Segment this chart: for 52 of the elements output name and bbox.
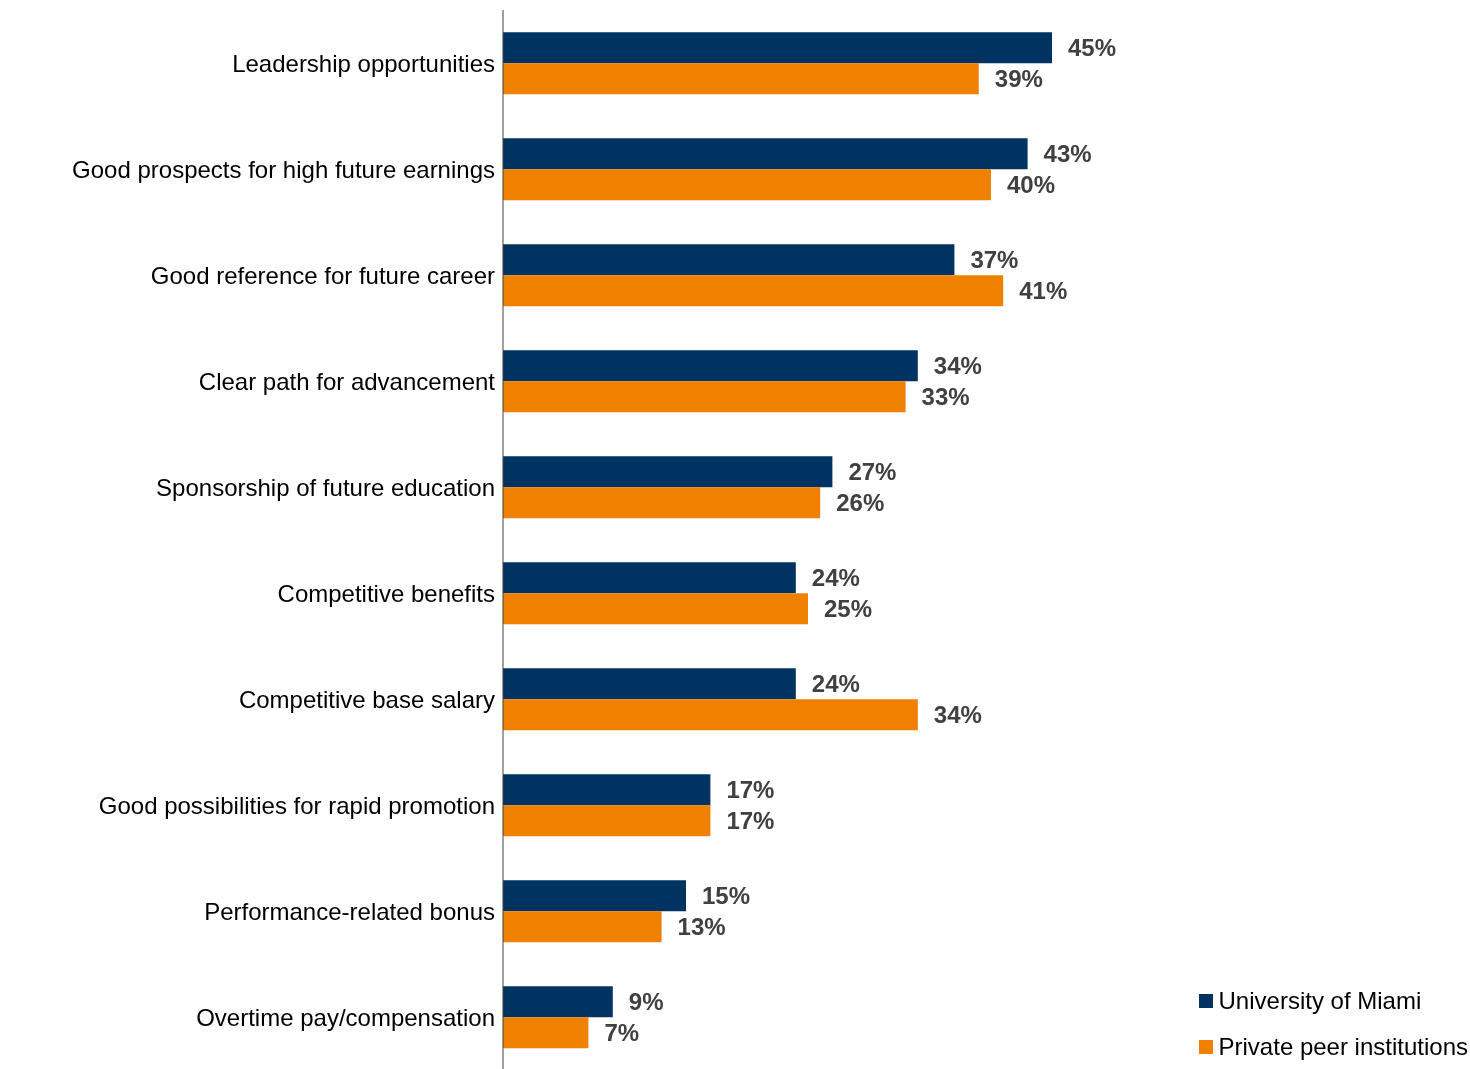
data-label: 34% [933,352,982,380]
bar [503,32,1052,64]
data-label: 34% [933,701,982,729]
bar [503,1017,589,1049]
y-tick-label: Competitive base salary [238,685,495,713]
bar [503,986,613,1018]
bar [503,487,821,519]
y-tick-label: Overtime pay/compensation [196,1003,495,1031]
bar [503,880,686,912]
bar [503,169,991,201]
bar [503,244,955,276]
data-label: 13% [677,913,726,941]
y-tick-label: Competitive benefits [277,579,495,607]
y-tick-label: Good possibilities for rapid promotion [98,791,495,819]
bar [503,774,711,806]
data-label: 17% [726,776,775,804]
bar [503,63,979,95]
bar [503,456,833,488]
bar [503,350,918,382]
y-tick-label: Good reference for future career [150,261,495,289]
y-tick-label: Performance-related bonus [204,897,495,925]
data-label: 39% [994,65,1043,93]
data-label: 33% [921,383,970,411]
data-label: 27% [848,458,897,486]
data-label: 41% [1019,277,1068,305]
y-tick-label: Leadership opportunities [232,49,495,77]
bar [503,593,808,625]
data-label: 24% [811,670,860,698]
bar [503,138,1028,170]
bar [503,911,662,943]
data-label: 40% [1007,171,1056,199]
data-label: 43% [1043,140,1092,168]
data-label: 15% [702,882,751,910]
legend-label: Private peer institutions [1218,1032,1468,1062]
bar [503,381,906,413]
bar [503,805,711,837]
bar [503,275,1004,307]
legend-label: University of Miami [1218,986,1422,1016]
data-label: 9% [628,988,664,1016]
bar [503,668,796,700]
bar [503,699,918,731]
data-label: 17% [726,807,775,835]
data-label: 37% [970,246,1019,274]
data-label: 24% [811,564,860,592]
data-label: 7% [604,1019,640,1047]
y-tick-label: Good prospects for high future earnings [72,155,495,183]
data-label: 25% [824,595,873,623]
y-tick-label: Clear path for advancement [198,367,496,395]
data-label: 45% [1068,34,1117,62]
y-tick-label: Sponsorship of future education [156,473,495,501]
bar [503,562,796,594]
data-label: 26% [836,489,885,517]
